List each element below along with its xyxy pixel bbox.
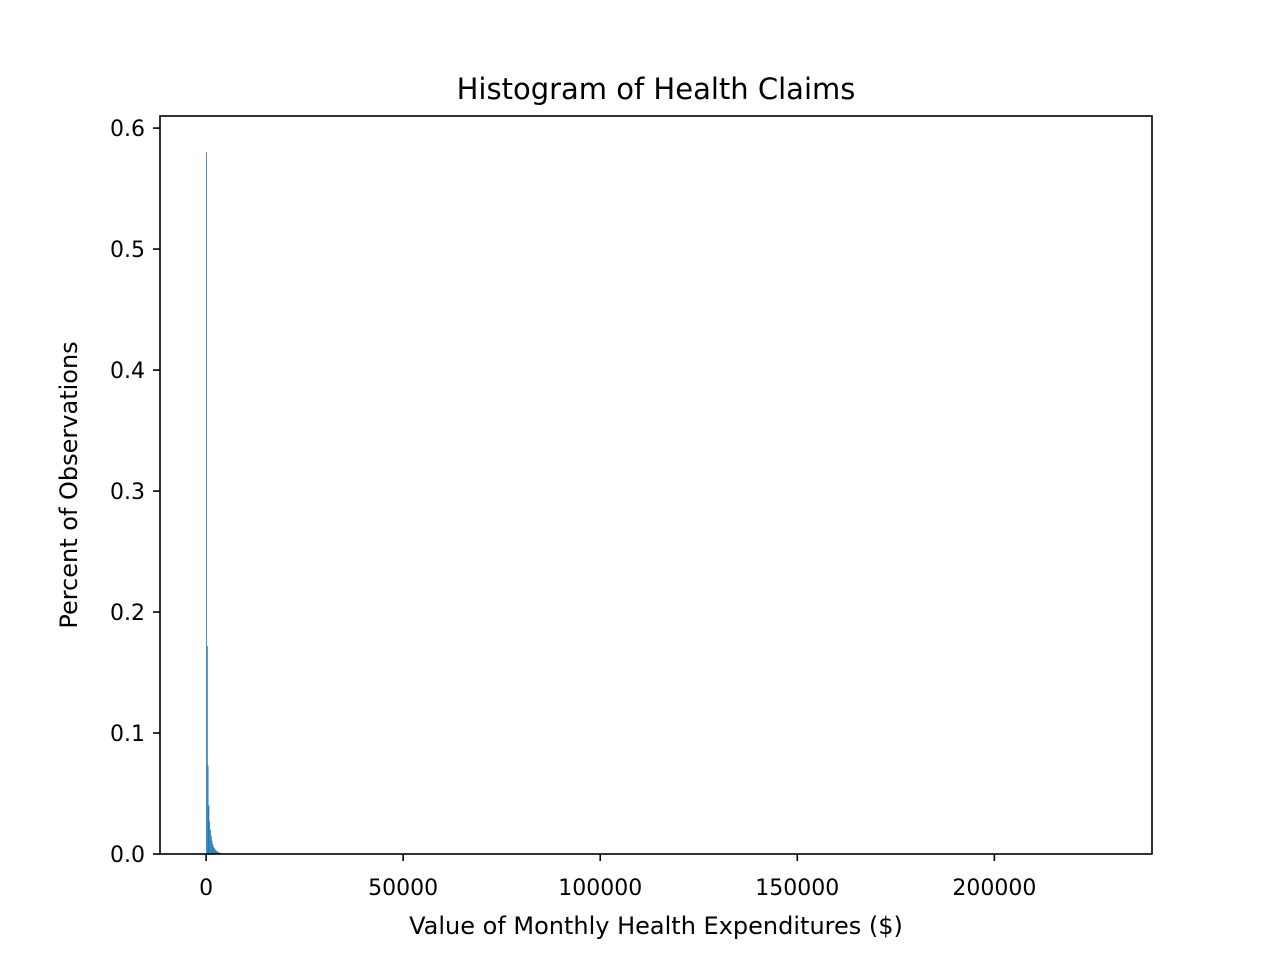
histogram-bar-2	[207, 765, 209, 854]
x-axis-ticks: 0 50000 100000 150000 200000	[199, 854, 1036, 901]
histogram-bar-8	[212, 844, 214, 854]
histogram-bar-15	[217, 852, 219, 854]
y-tick-label-0: 0.0	[110, 843, 145, 868]
x-tick-label-1: 50000	[368, 876, 438, 901]
y-tick-label-5: 0.5	[110, 238, 145, 263]
x-tick-label-3: 150000	[755, 876, 839, 901]
x-tick-label-2: 100000	[558, 876, 642, 901]
y-axis-label: Percent of Observations	[55, 341, 83, 628]
histogram-bar-0	[206, 152, 207, 855]
y-tick-label-3: 0.3	[110, 480, 145, 505]
y-tick-label-2: 0.2	[110, 601, 145, 626]
histogram-bar-3	[208, 805, 210, 854]
y-tick-label-1: 0.1	[110, 722, 145, 747]
histogram-bar-13	[216, 851, 218, 854]
bars-group	[206, 152, 222, 855]
x-axis-label: Value of Monthly Health Expenditures ($)	[409, 912, 903, 940]
histogram-bar-10	[213, 848, 215, 854]
histogram-bar-14	[217, 851, 218, 854]
histogram-bar-5	[210, 829, 211, 854]
histogram-bar-7	[211, 840, 213, 854]
x-tick-label-0: 0	[199, 876, 213, 901]
y-tick-label-6: 0.6	[110, 117, 145, 142]
plot-frame	[159, 115, 1153, 855]
histogram-bar-9	[213, 846, 215, 854]
x-tick-label-4: 200000	[952, 876, 1036, 901]
histogram-bar-1	[206, 645, 208, 854]
histogram-bar-4	[209, 821, 211, 854]
chart-title: Histogram of Health Claims	[457, 72, 856, 106]
histogram-bar-12	[215, 850, 217, 854]
histogram-bar-6	[210, 835, 212, 854]
y-axis-ticks: 0.0 0.1 0.2 0.3 0.4 0.5 0.6	[110, 117, 160, 868]
histogram-bar-11	[214, 849, 216, 854]
y-tick-label-4: 0.4	[110, 359, 145, 384]
